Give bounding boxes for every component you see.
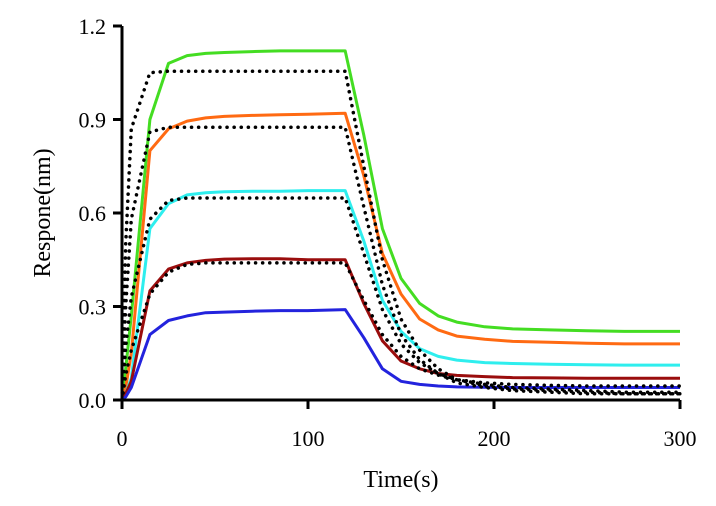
x-tick-label: 200 (478, 426, 511, 451)
response-curve-1 (120, 111, 680, 401)
x-axis-title: Time(s) (363, 467, 438, 493)
y-tick-label: 0.9 (79, 108, 107, 133)
series-layer (120, 49, 682, 402)
x-tick-label: 0 (117, 426, 128, 451)
y-tick-label: 0.6 (79, 201, 107, 226)
response-curve-2 (120, 189, 680, 401)
y-tick-label: 0.0 (79, 388, 107, 413)
x-tick-label: 300 (664, 426, 697, 451)
y-tick-label: 0.3 (79, 295, 107, 320)
x-tick-label: 100 (292, 426, 325, 451)
fit-curve-5 (120, 69, 682, 402)
fit-curve-8 (120, 261, 682, 402)
ticks: 0 100 200 300 0.0 0.3 0.6 0.9 1.2 (79, 14, 697, 451)
y-tick-label: 1.2 (79, 14, 107, 39)
y-axis-title: Respone(nm) (30, 148, 56, 277)
response-curve-0 (120, 49, 680, 401)
fit-curve-7 (120, 196, 682, 402)
response-curve-3 (120, 257, 680, 401)
